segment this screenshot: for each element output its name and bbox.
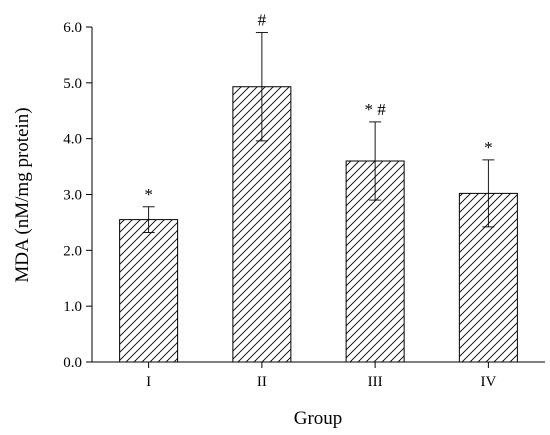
y-tick-label: 3.0 xyxy=(63,188,82,204)
x-tick-label-II: II xyxy=(257,374,267,390)
significance-label-I: * xyxy=(144,185,153,204)
y-axis-label: MDA (nM/mg protein) xyxy=(12,107,33,282)
y-tick-label: 5.0 xyxy=(63,76,82,92)
significance-label-II: # xyxy=(258,11,267,30)
x-tick-label-III: III xyxy=(368,374,383,390)
axes-layer: 0.01.02.03.04.05.06.0I II III IV xyxy=(63,20,545,390)
x-tick-label-I: I xyxy=(146,374,151,390)
y-tick-label: 6.0 xyxy=(63,20,82,36)
y-tick-label: 2.0 xyxy=(63,243,82,259)
significance-label-III: * # xyxy=(365,100,387,119)
y-tick-label: 0.0 xyxy=(63,355,82,371)
annotations-layer: * # * # * xyxy=(144,11,492,204)
error-bars-layer xyxy=(142,32,495,233)
y-tick-label: 4.0 xyxy=(63,132,82,148)
significance-label-IV: * xyxy=(484,138,493,157)
y-tick-label: 1.0 xyxy=(63,299,82,315)
x-tick-label-IV: IV xyxy=(480,374,496,390)
bars-layer xyxy=(119,86,518,363)
bar-I xyxy=(119,219,179,363)
x-axis-label: Group xyxy=(294,408,343,429)
